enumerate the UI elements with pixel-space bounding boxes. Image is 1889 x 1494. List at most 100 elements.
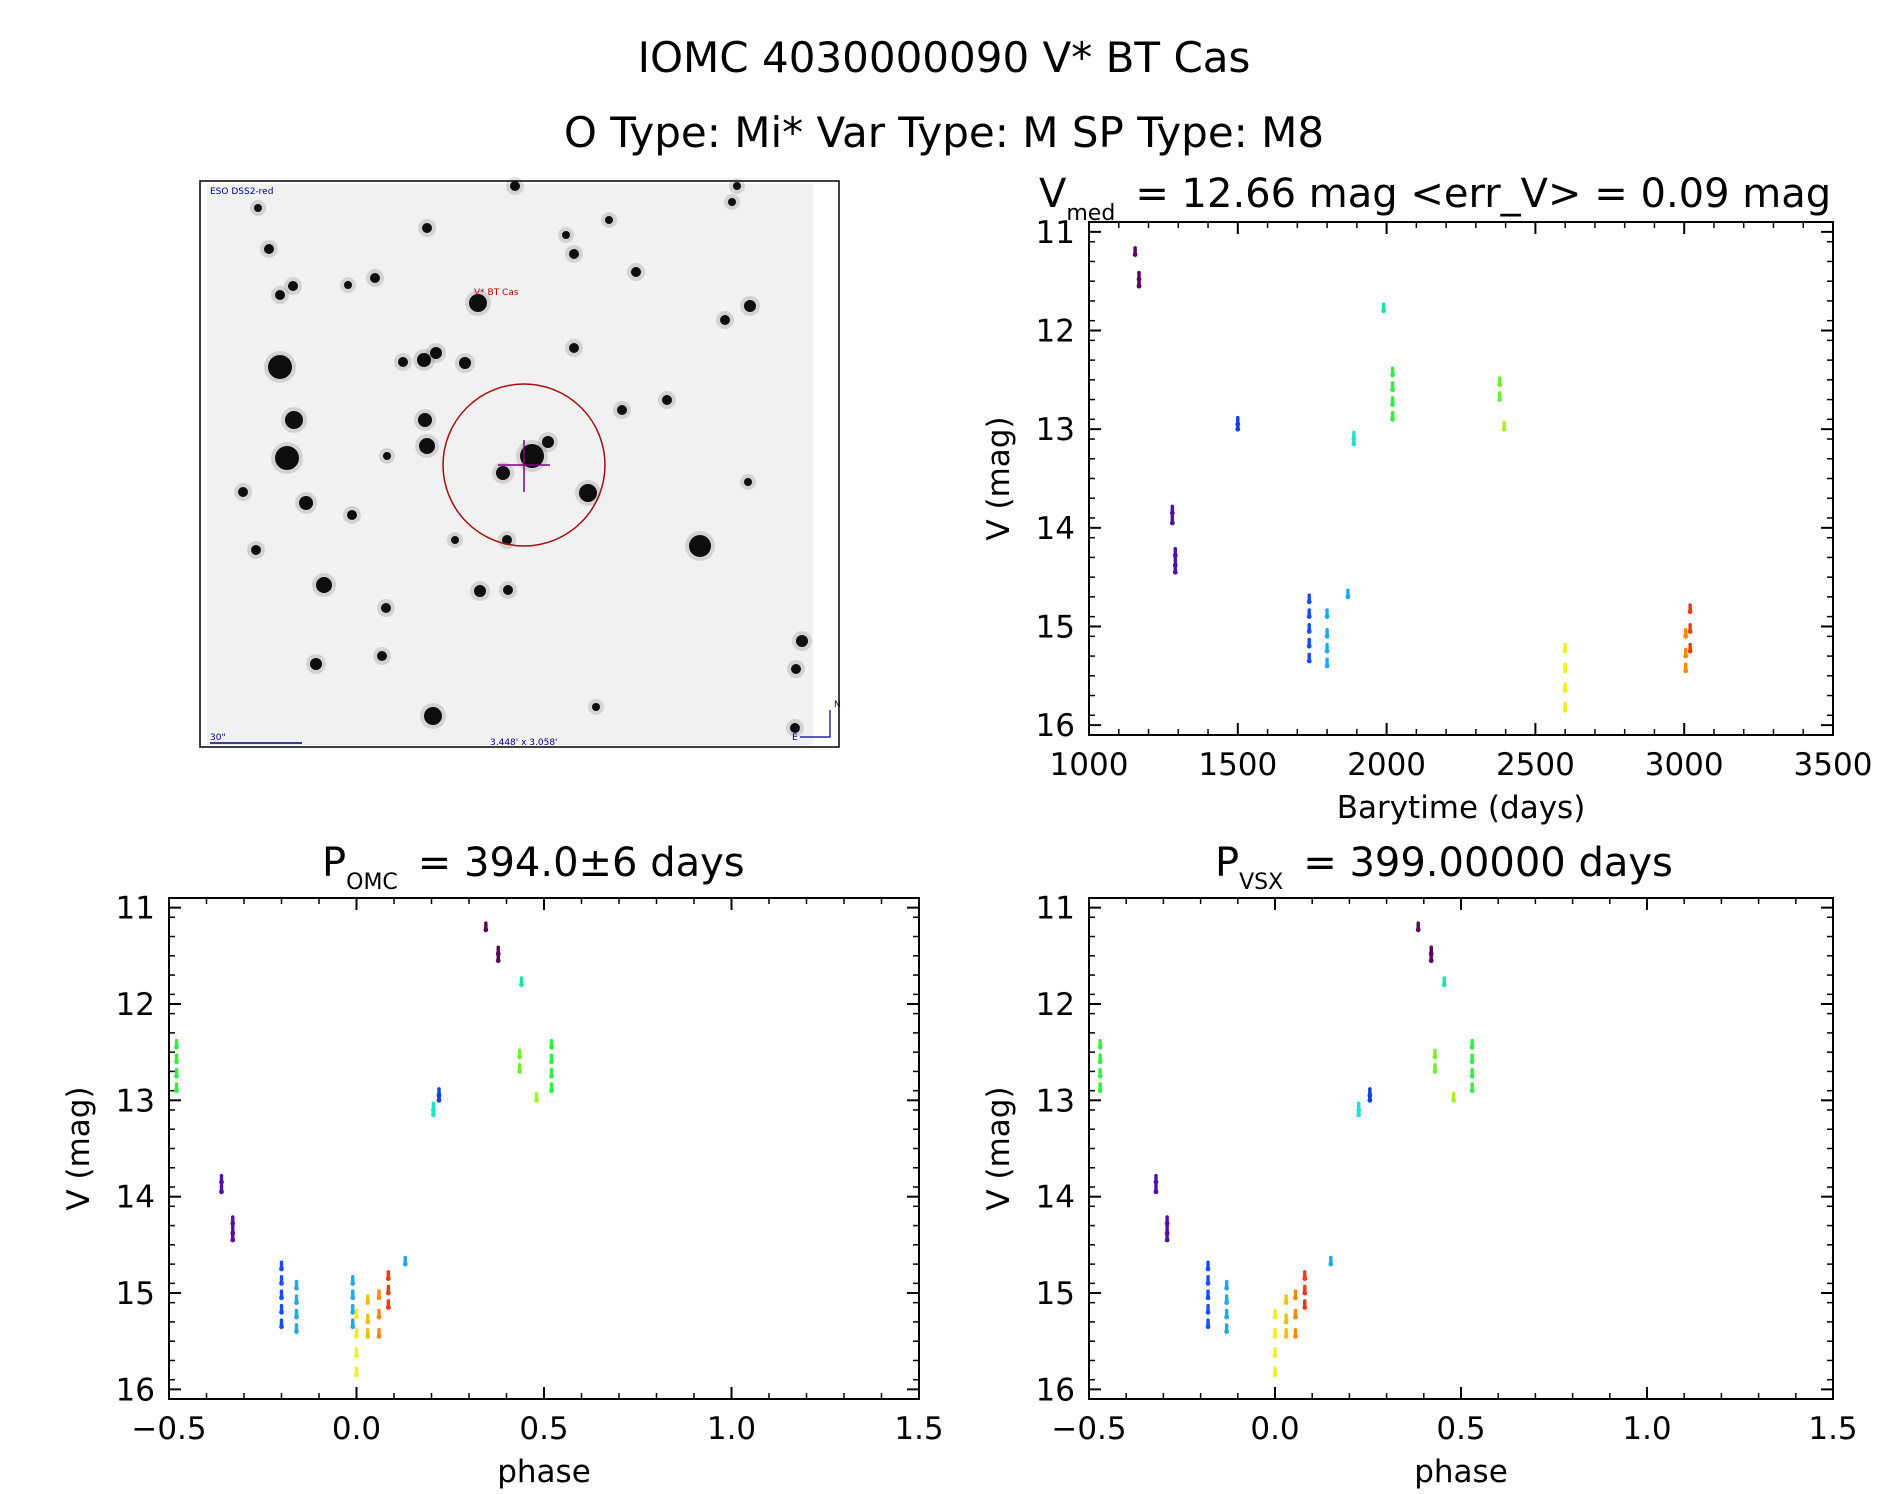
- finder-star-halo: [685, 531, 715, 561]
- data-point: [496, 945, 501, 950]
- data-point: [1307, 652, 1312, 657]
- finder-stars: [234, 177, 812, 737]
- finder-star: [299, 496, 313, 510]
- data-point: [1470, 1038, 1474, 1043]
- finder-star: [720, 315, 730, 325]
- finder-star-halo: [264, 351, 296, 383]
- finder-star-halo: [418, 219, 436, 237]
- data-point: [1154, 1183, 1158, 1188]
- data-point: [1224, 1279, 1229, 1284]
- y-tick-label: 15: [116, 1276, 155, 1312]
- data-point: [377, 1327, 381, 1332]
- data-point: [1683, 647, 1688, 652]
- y-axis-label: V (mag): [981, 1086, 1017, 1210]
- finder-star-halo: [343, 506, 361, 524]
- data-point: [1206, 1260, 1210, 1265]
- data-point: [1563, 662, 1567, 667]
- data-point: [219, 1173, 224, 1178]
- data-point: [1284, 1313, 1288, 1318]
- data-point: [294, 1279, 299, 1284]
- finder-star-halo: [492, 462, 514, 484]
- data-point: [386, 1284, 391, 1289]
- data-point: [1433, 1063, 1437, 1067]
- data-point: [1368, 1091, 1372, 1096]
- finder-star-halo: [499, 581, 517, 599]
- finder-star-halo: [740, 296, 760, 316]
- data-point: [354, 1347, 359, 1351]
- data-point: [1165, 1231, 1169, 1236]
- finder-star: [268, 355, 292, 379]
- data-point: [403, 1255, 408, 1260]
- x-tick-label: 3000: [1645, 747, 1724, 783]
- finder-star: [791, 664, 801, 674]
- finder-star-halo: [792, 631, 812, 651]
- finder-star: [592, 703, 600, 711]
- finder-star-halo: [627, 263, 645, 281]
- x-axis-label: Barytime (days): [1337, 790, 1586, 826]
- finder-star-halo: [613, 401, 631, 419]
- data-point: [1433, 1048, 1437, 1053]
- data-point: [549, 1053, 554, 1057]
- finder-star: [728, 198, 736, 206]
- data-point: [219, 1183, 224, 1188]
- y-tick-label: 15: [1036, 609, 1075, 645]
- data-point: [365, 1327, 370, 1332]
- y-tick-label: 16: [116, 1372, 155, 1408]
- phase-vsx-title: PVSX = 399.00000 days: [1215, 840, 1673, 895]
- data-point: [1173, 563, 1178, 568]
- data-point: [1098, 1082, 1102, 1086]
- data-point: [484, 921, 488, 925]
- y-tick-label: 14: [1036, 1180, 1075, 1216]
- data-point: [1390, 366, 1395, 371]
- x-tick-label: 3500: [1794, 747, 1873, 783]
- data-point: [1173, 547, 1178, 551]
- finder-star: [264, 244, 274, 254]
- lightcurve-panel: Vmed = 12.66 mag <err_V> = 0.09 mag 1000 1…: [981, 171, 1872, 826]
- data-point: [1688, 642, 1692, 647]
- phase-omc-title: POMC = 394.0±6 days: [322, 840, 745, 895]
- data-point: [377, 1289, 381, 1294]
- data-point: [1352, 430, 1356, 435]
- data-point: [1302, 1284, 1307, 1289]
- data-point: [1563, 682, 1567, 686]
- finder-star-halo: [415, 434, 439, 458]
- finder-star: [744, 478, 752, 486]
- finder-star: [370, 273, 380, 283]
- data-point: [365, 1294, 370, 1298]
- finder-star: [474, 585, 486, 597]
- data-point: [1284, 1294, 1288, 1298]
- x-tick-label: 0.0: [332, 1411, 381, 1447]
- x-axis-label: phase: [497, 1454, 591, 1490]
- data-point: [279, 1303, 284, 1308]
- data-point: [1206, 1289, 1210, 1294]
- data-point: [1688, 603, 1692, 607]
- data-point: [517, 1048, 522, 1053]
- data-point: [350, 1318, 355, 1322]
- data-point: [1173, 556, 1178, 561]
- fov-label: 3.448' x 3.058': [490, 738, 558, 748]
- data-point: [1497, 391, 1502, 395]
- data-point: [230, 1224, 235, 1229]
- data-point: [386, 1270, 391, 1274]
- data-point: [1563, 642, 1567, 647]
- x-tick-label: 1.5: [894, 1411, 943, 1447]
- finder-star-halo: [455, 353, 475, 373]
- data-point: [437, 1091, 441, 1096]
- data-point: [1325, 642, 1329, 647]
- finder-star-halo: [271, 442, 303, 474]
- x-tick-label: −0.5: [1051, 1411, 1126, 1447]
- finder-star: [733, 182, 741, 190]
- data-point: [279, 1318, 284, 1322]
- data-point: [517, 1063, 522, 1067]
- y-axis-label: V (mag): [61, 1086, 97, 1210]
- data-point: [431, 1106, 436, 1110]
- finder-star-halo: [373, 647, 391, 665]
- data-point: [279, 1260, 284, 1265]
- data-point: [350, 1274, 355, 1279]
- finder-star-halo: [312, 573, 336, 597]
- data-point: [1416, 921, 1421, 925]
- data-point: [1381, 302, 1386, 306]
- finder-star: [377, 651, 387, 661]
- data-point: [1307, 608, 1312, 612]
- finder-star-halo: [271, 286, 289, 304]
